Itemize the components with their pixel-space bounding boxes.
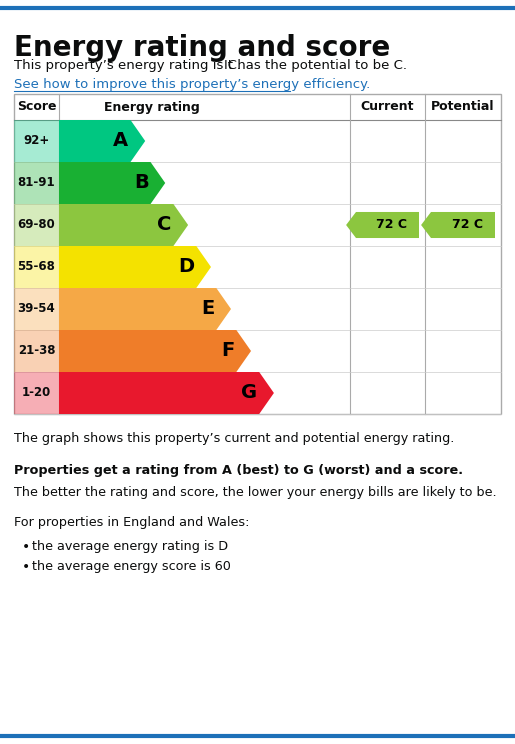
Bar [14,288,59,330]
Text: •: • [22,540,30,554]
Polygon shape [59,288,231,330]
Text: G: G [241,383,257,403]
Text: •: • [22,560,30,574]
Text: 55-68: 55-68 [18,260,56,274]
Text: See how to improve this property’s energy efficiency.: See how to improve this property’s energ… [14,78,370,91]
Polygon shape [59,162,165,204]
Text: A: A [113,132,129,150]
Text: 39-54: 39-54 [18,303,56,315]
Text: Properties get a rating from A (best) to G (worst) and a score.: Properties get a rating from A (best) to… [14,464,463,477]
Text: This property’s energy rating is C.: This property’s energy rating is C. [14,59,245,72]
Text: F: F [221,341,234,361]
Polygon shape [421,212,495,238]
Text: It has the potential to be C.: It has the potential to be C. [224,59,407,72]
Bar [14,120,59,162]
Text: Score: Score [17,100,56,114]
Text: For properties in England and Wales:: For properties in England and Wales: [14,516,249,529]
Text: Energy rating: Energy rating [104,100,200,114]
Text: Energy rating and score: Energy rating and score [14,34,390,62]
Polygon shape [59,204,188,246]
Text: 81-91: 81-91 [18,176,55,190]
Text: the average energy rating is D: the average energy rating is D [32,540,228,553]
Text: Potential: Potential [431,100,495,114]
Text: C: C [157,216,171,234]
Text: D: D [178,257,194,277]
Text: 1-20: 1-20 [22,386,51,400]
Text: The better the rating and score, the lower your energy bills are likely to be.: The better the rating and score, the low… [14,486,496,499]
Text: B: B [134,173,148,193]
Polygon shape [59,120,145,162]
Text: Current: Current [360,100,414,114]
Text: 21-38: 21-38 [18,344,55,358]
Text: The graph shows this property’s current and potential energy rating.: The graph shows this property’s current … [14,432,454,445]
Text: 72 C: 72 C [452,219,483,231]
Polygon shape [59,246,211,288]
Text: 69-80: 69-80 [18,219,56,231]
Polygon shape [346,212,419,238]
Text: the average energy score is 60: the average energy score is 60 [32,560,231,573]
Text: 72 C: 72 C [376,219,407,231]
Polygon shape [59,372,274,414]
Polygon shape [59,330,251,372]
Bar [14,330,59,372]
Bar [14,162,59,204]
Bar [14,94,501,414]
Text: E: E [201,300,214,318]
Bar [14,204,59,246]
Text: 92+: 92+ [23,135,49,147]
Bar [14,246,59,288]
Bar [14,372,59,414]
